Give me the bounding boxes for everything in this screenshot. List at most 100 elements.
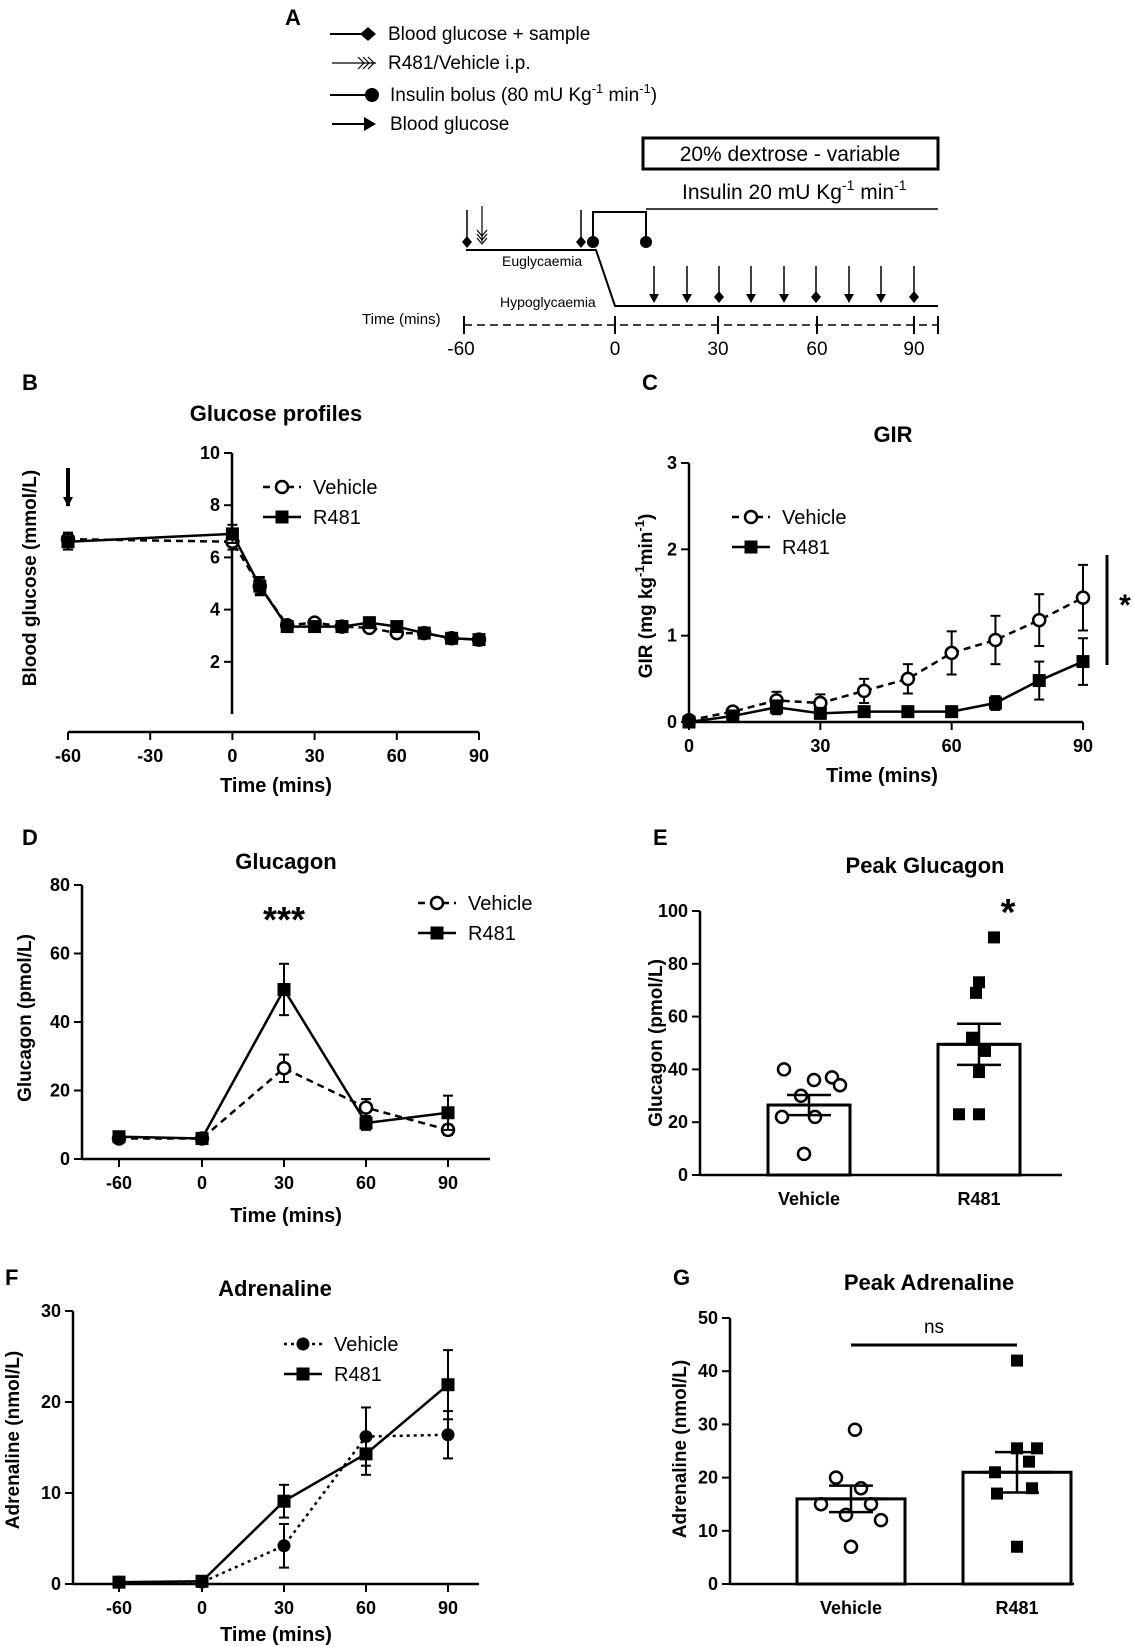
panel-e-peak-glucagon: E Peak Glucagon 0 20 40 60 80 100 Glucagon (pmol… [646,825,1062,1209]
chart-title: Peak Adrenaline [844,1270,1014,1295]
insulin-bolus-bracket [592,211,647,242]
y-axis-label: Blood glucose (mmol/L) [20,470,41,686]
x-axis-label: Time (mins) [230,1205,342,1227]
x-tick-label: -60 [106,1598,132,1618]
data-point [441,1106,455,1120]
series-r481 [112,1349,455,1589]
y-tick-label: 20 [698,1468,718,1488]
x-tick-label: Vehicle [820,1598,882,1618]
panel-g-peak-adrenaline: G Peak Adrenaline 0 10 20 30 40 50 Adrenaline (n… [670,1265,1074,1618]
data-point [828,1470,844,1485]
data-point [813,706,827,720]
legend-label: R481 [468,923,516,945]
chart-title: GIR [873,422,912,447]
series-r481 [682,637,1090,729]
panel-letter: D [22,825,38,850]
legend-entry: R481 [284,1364,382,1386]
chart-title: Peak Glucagon [846,853,1005,878]
data-point [472,633,486,647]
legend-marker [274,479,290,495]
y-tick-label: 1 [667,626,677,646]
legend-marker [430,926,444,940]
y-tick-label: 20 [668,1112,688,1132]
arrow-right-icon [364,117,376,131]
significance-marker: * [1119,589,1131,622]
legend-marker [743,509,759,525]
panel-f-adrenaline: F Adrenaline 0 10 20 30 -60 0 30 60 90 Time (mins) A… [3,1265,479,1646]
diamond-icon [360,27,376,41]
data-point [390,620,404,634]
y-tick-label: 30 [698,1414,718,1434]
y-tick-label: 0 [678,1165,688,1185]
data-point [195,1574,209,1588]
data-point [253,579,267,593]
legend-insulin-bolus: Insulin bolus (80 mU Kg-1 min-1) [390,81,657,106]
x-tick-label: 30 [274,1173,294,1193]
data-point [280,620,294,634]
x-tick-label: 90 [1073,736,1093,756]
series-r481 [112,962,455,1145]
data-point [1011,1540,1023,1553]
data-point [970,986,982,999]
x-tick-label: 90 [469,746,489,766]
error-bar [773,1093,845,1117]
series-line [67,537,480,641]
data-point [806,1072,822,1088]
data-point [953,1108,965,1121]
data-point [832,1077,848,1093]
legend-blood-glucose: Blood glucose [390,114,509,135]
time-tick: 90 [903,339,924,360]
y-tick-label: 2 [667,539,677,559]
chart-title: Adrenaline [218,1276,332,1301]
euglycaemia-label: Euglycaemia [502,253,582,269]
legend-ip: R481/Vehicle i.p. [388,53,531,74]
data-point [225,527,239,541]
y-tick-label: 80 [668,954,688,974]
y-axis-label: Adrenaline (nmol/L) [3,1351,24,1529]
time-tick: 0 [610,339,621,360]
data-point [277,1494,291,1508]
y-tick-label: 0 [51,1574,61,1594]
legend-marker [429,895,445,911]
data-point [308,620,322,634]
y-tick-label: 4 [210,600,220,620]
y-tick-label: 80 [50,875,70,895]
data-point [1031,612,1047,628]
data-point [682,715,696,729]
y-tick-label: 40 [668,1059,688,1079]
y-tick-label: 20 [50,1081,70,1101]
series-line [688,660,1084,724]
y-axis-label: Glucagon (pmol/L) [15,934,36,1102]
data-point [726,709,740,723]
x-tick-label: R481 [957,1189,1000,1209]
series-r481 [61,523,486,647]
data-point [445,631,459,645]
data-point [988,931,1000,944]
panel-letter: E [653,825,668,850]
insulin-infusion-label: Insulin 20 mU Kg-1 min-1 [682,177,907,204]
data-point [195,1131,209,1145]
legend-marker [296,1367,310,1381]
x-tick-label: 0 [227,746,237,766]
data-point [944,645,959,661]
error-bar [815,1484,887,1514]
y-tick-label: 0 [60,1149,70,1169]
data-point [901,705,915,719]
x-tick-label: 30 [810,736,830,756]
y-tick-label: 2 [210,652,220,672]
data-point [979,1044,991,1057]
legend-marker [296,1337,310,1351]
legend-label: Vehicle [334,1334,399,1356]
x-tick-label: 0 [197,1173,207,1193]
data-point [1075,590,1091,605]
x-tick-label: 60 [942,736,962,756]
legend-entry: Vehicle [263,477,378,499]
bar-group-vehicle: Vehicle [766,1062,852,1209]
x-tick-label: 60 [356,1598,376,1618]
data-point [359,1447,373,1461]
panel-letter: B [22,370,38,395]
data-point [359,1116,373,1130]
data-point [277,982,291,996]
time-tick: 30 [707,339,728,360]
